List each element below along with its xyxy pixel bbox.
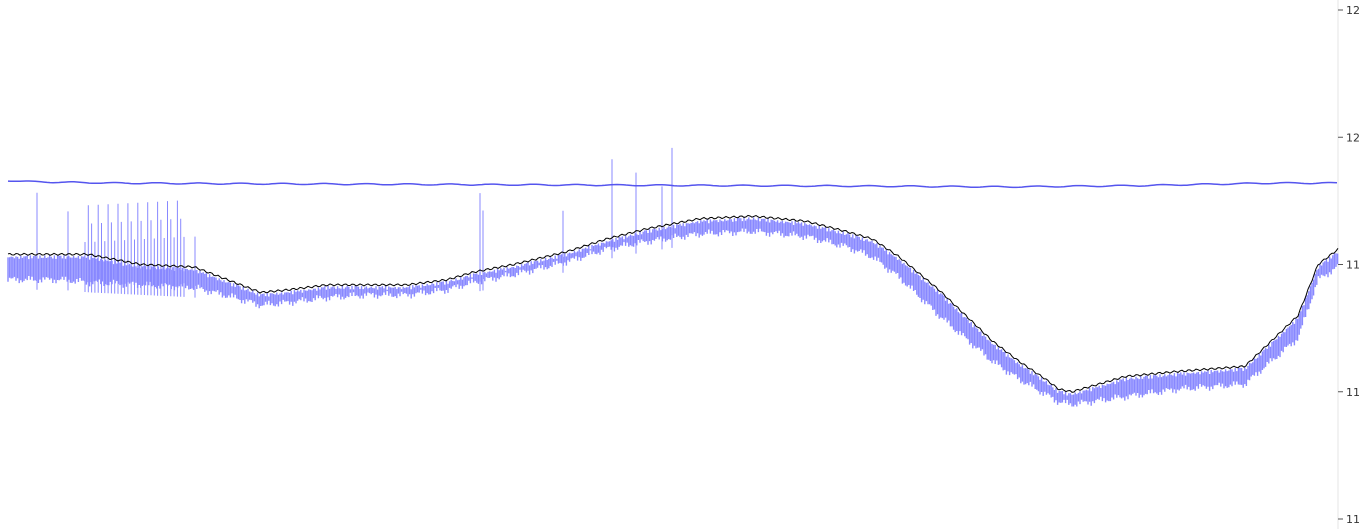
y-tick-label: 11 bbox=[1346, 386, 1359, 399]
y-tick-label: 11 bbox=[1346, 259, 1359, 272]
envelope-top-series bbox=[7, 214, 1339, 393]
y-tick-label: 11 bbox=[1346, 513, 1359, 526]
band-series bbox=[7, 217, 1339, 407]
y-tick-label: 12 bbox=[1346, 4, 1359, 17]
y-tick-label: 12 bbox=[1346, 131, 1359, 144]
upper-line-series bbox=[7, 180, 1338, 189]
spike-marks bbox=[36, 147, 673, 298]
